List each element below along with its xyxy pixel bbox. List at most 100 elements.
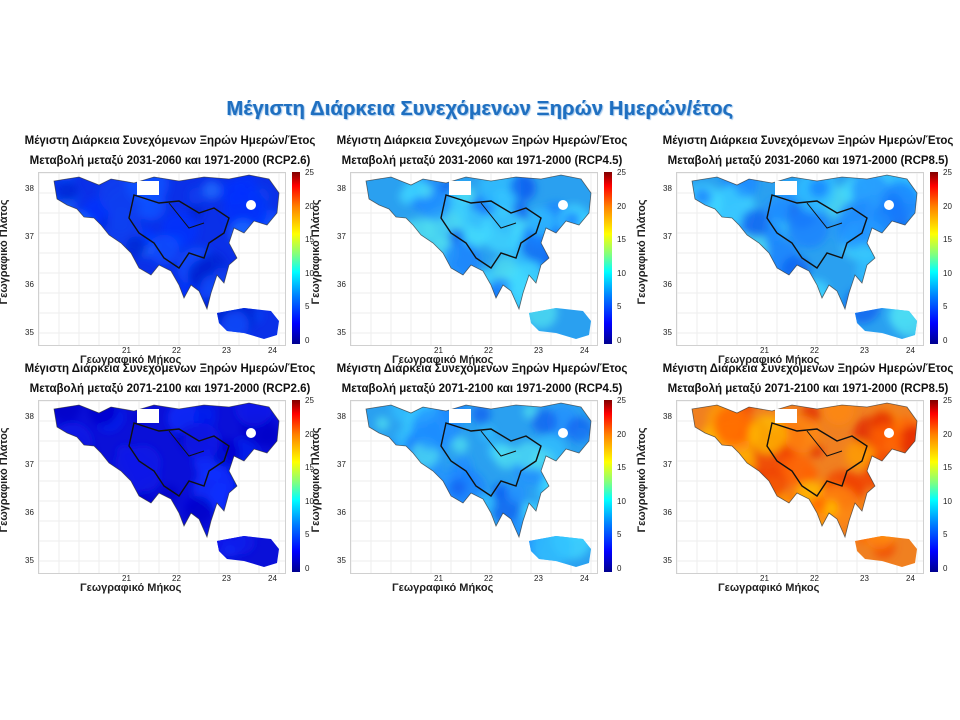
x-tick-label: 22 xyxy=(810,574,819,583)
x-tick-label: 22 xyxy=(484,346,493,355)
colorbar-tick-label: 0 xyxy=(617,563,622,573)
colorbar-tick-label: 5 xyxy=(943,530,948,539)
colorbar-tick-label: 5 xyxy=(617,302,622,311)
map-plot xyxy=(350,172,598,346)
y-tick-label: 38 xyxy=(25,412,34,421)
colorbar-tick-label: 10 xyxy=(617,496,626,506)
x-tick-label: 22 xyxy=(810,346,819,355)
x-axis-label: Γεωγραφικό Μήκος xyxy=(718,354,820,366)
y-tick-label: 36 xyxy=(663,508,672,517)
colorbar-tick-label: 10 xyxy=(305,268,314,278)
x-tick-label: 21 xyxy=(434,574,443,583)
y-axis-label: Γεωγραφικό Πλάτος xyxy=(310,427,322,533)
panel-subtitle: Μεταβολή μεταξύ 2031-2060 και 1971-2000 … xyxy=(29,155,311,167)
x-tick-label: 23 xyxy=(222,574,231,583)
y-tick-label: 35 xyxy=(337,328,346,337)
y-tick-label: 37 xyxy=(25,460,34,469)
x-tick-label: 22 xyxy=(172,574,181,583)
map-panel: Μέγιστη Διάρκεια Συνεχόμενων Ξηρών Ημερώ… xyxy=(310,132,652,366)
x-tick-label: 24 xyxy=(580,346,589,355)
x-axis-label: Γεωγραφικό Μήκος xyxy=(80,354,182,366)
colorbar-tick-label: 5 xyxy=(305,530,310,539)
x-tick-label: 21 xyxy=(434,346,443,355)
map-plot xyxy=(676,172,924,346)
colorbar-tick-label: 20 xyxy=(943,429,952,439)
x-axis-label: Γεωγραφικό Μήκος xyxy=(80,582,182,594)
panel-subtitle: Μεταβολή μεταξύ 2031-2060 και 1971-2000 … xyxy=(667,155,949,167)
y-tick-label: 36 xyxy=(25,280,34,289)
colorbar-tick-label: 25 xyxy=(943,168,952,177)
colorbar-tick-label: 10 xyxy=(943,268,952,278)
x-tick-label: 21 xyxy=(760,574,769,583)
x-tick-label: 24 xyxy=(580,574,589,583)
colorbar-tick-label: 15 xyxy=(305,463,314,472)
colorbar xyxy=(930,172,938,344)
colorbar-tick-label: 0 xyxy=(943,335,948,345)
x-tick-label: 23 xyxy=(860,346,869,355)
panel-subtitle: Μεταβολή μεταξύ 2071-2100 και 1971-2000 … xyxy=(667,383,949,395)
y-tick-label: 38 xyxy=(337,412,346,421)
map-plot xyxy=(350,400,598,574)
x-tick-label: 23 xyxy=(222,346,231,355)
map-plot xyxy=(676,400,924,574)
colorbar-tick-label: 0 xyxy=(305,335,310,345)
colorbar-tick-label: 15 xyxy=(943,463,952,472)
panel-title: Μέγιστη Διάρκεια Συνεχόμενων Ξηρών Ημερώ… xyxy=(336,135,628,147)
colorbar xyxy=(604,172,612,344)
x-axis-label: Γεωγραφικό Μήκος xyxy=(718,582,820,594)
y-tick-label: 38 xyxy=(337,184,346,193)
colorbar xyxy=(604,400,612,572)
map-panel: Μέγιστη Διάρκεια Συνεχόμενων Ξηρών Ημερώ… xyxy=(310,360,652,594)
colorbar-tick-label: 20 xyxy=(617,201,626,211)
x-tick-label: 24 xyxy=(268,346,277,355)
y-axis-label: Γεωγραφικό Πλάτος xyxy=(636,427,648,533)
colorbar-tick-label: 0 xyxy=(943,563,948,573)
x-tick-label: 21 xyxy=(760,346,769,355)
panel-title: Μέγιστη Διάρκεια Συνεχόμενων Ξηρών Ημερώ… xyxy=(662,363,954,375)
x-tick-label: 23 xyxy=(534,346,543,355)
y-axis-label: Γεωγραφικό Πλάτος xyxy=(310,199,322,305)
y-tick-label: 36 xyxy=(337,280,346,289)
colorbar-tick-label: 15 xyxy=(305,235,314,244)
y-tick-label: 37 xyxy=(663,232,672,241)
y-axis-label: Γεωγραφικό Πλάτος xyxy=(636,199,648,305)
panel-subtitle: Μεταβολή μεταξύ 2031-2060 και 1971-2000 … xyxy=(341,155,623,167)
colorbar-tick-label: 0 xyxy=(305,563,310,573)
y-axis-label: Γεωγραφικό Πλάτος xyxy=(0,427,10,533)
y-tick-label: 37 xyxy=(337,460,346,469)
y-tick-label: 37 xyxy=(337,232,346,241)
colorbar-tick-label: 20 xyxy=(305,201,314,211)
y-tick-label: 38 xyxy=(663,184,672,193)
colorbar-tick-label: 10 xyxy=(305,496,314,506)
y-tick-label: 35 xyxy=(663,328,672,337)
panel-title: Μέγιστη Διάρκεια Συνεχόμενων Ξηρών Ημερώ… xyxy=(662,135,954,147)
map-plot xyxy=(38,400,286,574)
x-tick-label: 23 xyxy=(860,574,869,583)
colorbar-tick-label: 10 xyxy=(943,496,952,506)
colorbar-tick-label: 10 xyxy=(617,268,626,278)
colorbar-tick-label: 15 xyxy=(617,463,626,472)
map-plot xyxy=(38,172,286,346)
panel-title: Μέγιστη Διάρκεια Συνεχόμενων Ξηρών Ημερώ… xyxy=(336,363,628,375)
x-axis-label: Γεωγραφικό Μήκος xyxy=(392,354,494,366)
x-tick-label: 23 xyxy=(534,574,543,583)
y-tick-label: 36 xyxy=(25,508,34,517)
colorbar-tick-label: 5 xyxy=(943,302,948,311)
y-tick-label: 35 xyxy=(25,556,34,565)
colorbar xyxy=(292,172,300,344)
map-panel: Μέγιστη Διάρκεια Συνεχόμενων Ξηρών Ημερώ… xyxy=(636,360,960,594)
y-tick-label: 38 xyxy=(663,412,672,421)
y-tick-label: 35 xyxy=(337,556,346,565)
colorbar-tick-label: 25 xyxy=(617,396,626,405)
panel-title: Μέγιστη Διάρκεια Συνεχόμενων Ξηρών Ημερώ… xyxy=(24,363,316,375)
x-tick-label: 24 xyxy=(906,346,915,355)
x-tick-label: 22 xyxy=(172,346,181,355)
y-tick-label: 35 xyxy=(663,556,672,565)
colorbar-tick-label: 25 xyxy=(943,396,952,405)
x-axis-label: Γεωγραφικό Μήκος xyxy=(392,582,494,594)
x-tick-label: 24 xyxy=(906,574,915,583)
x-tick-label: 21 xyxy=(122,346,131,355)
map-panel: Μέγιστη Διάρκεια Συνεχόμενων Ξηρών Ημερώ… xyxy=(0,132,340,366)
y-tick-label: 36 xyxy=(663,280,672,289)
panel-subtitle: Μεταβολή μεταξύ 2071-2100 και 1971-2000 … xyxy=(341,383,623,395)
